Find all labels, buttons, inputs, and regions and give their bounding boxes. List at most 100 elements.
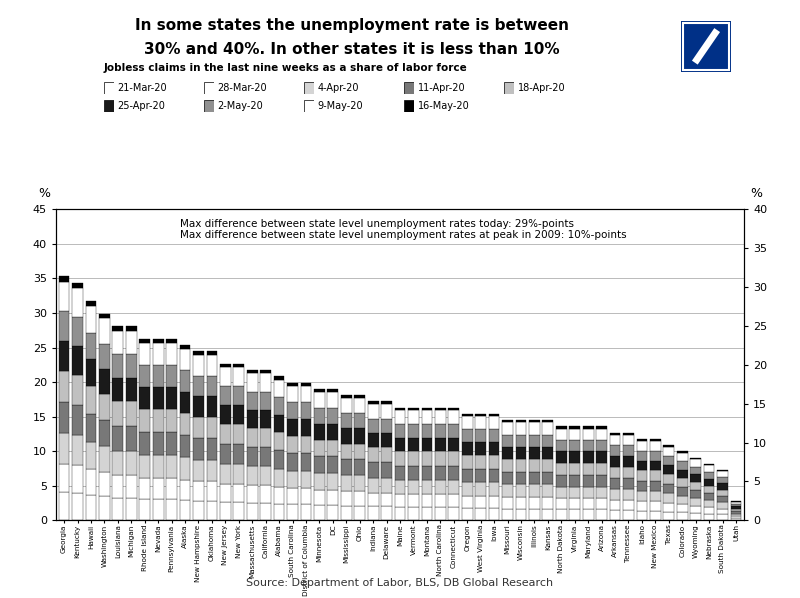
Bar [301, 419, 311, 436]
Bar [408, 465, 419, 480]
Bar [99, 343, 110, 368]
Bar [422, 507, 432, 520]
Bar [99, 368, 110, 393]
Bar [139, 455, 150, 478]
Bar [327, 456, 338, 473]
Bar [126, 401, 137, 426]
Bar [556, 451, 566, 463]
Bar [475, 496, 486, 508]
Bar [435, 408, 446, 410]
Bar [663, 447, 674, 456]
Bar [58, 463, 70, 492]
Bar [139, 478, 150, 499]
Bar [193, 396, 204, 417]
Bar [314, 456, 325, 473]
Bar [287, 419, 298, 436]
Bar [72, 346, 83, 374]
Bar [206, 417, 218, 438]
Bar [327, 392, 338, 408]
Bar [529, 447, 540, 459]
Bar [394, 410, 406, 424]
Bar [435, 451, 446, 465]
Bar [610, 433, 620, 435]
Bar [193, 501, 204, 520]
Bar [408, 408, 419, 410]
Bar [247, 486, 258, 503]
Bar [314, 424, 325, 440]
Bar [475, 416, 486, 429]
Bar [166, 432, 177, 455]
Bar [556, 487, 566, 499]
Bar [529, 422, 540, 435]
Bar [556, 509, 566, 520]
Bar [354, 398, 365, 413]
Bar [394, 507, 406, 520]
Bar [327, 490, 338, 505]
Bar [113, 401, 123, 426]
Bar [489, 414, 499, 416]
Bar [166, 409, 177, 432]
Bar [596, 499, 607, 509]
Bar [529, 435, 540, 447]
Bar [126, 475, 137, 498]
Bar [610, 500, 620, 510]
Bar [475, 469, 486, 482]
Bar [113, 475, 123, 498]
Bar [274, 487, 285, 504]
Bar [502, 422, 513, 435]
Bar [677, 451, 687, 453]
Bar [704, 507, 714, 514]
Text: 18-Apr-20: 18-Apr-20 [518, 83, 566, 93]
Bar [677, 487, 687, 496]
Bar [610, 466, 620, 478]
Bar [220, 386, 230, 405]
Bar [596, 487, 607, 499]
Bar [193, 355, 204, 376]
Bar [126, 451, 137, 475]
Bar [260, 503, 271, 520]
Bar [86, 359, 96, 386]
Bar [582, 509, 594, 520]
Bar [220, 367, 230, 386]
Bar [529, 497, 540, 509]
Bar [287, 453, 298, 471]
Bar [570, 429, 580, 440]
Bar [99, 472, 110, 496]
Bar [570, 487, 580, 499]
Bar [542, 447, 553, 459]
Text: 11-Apr-20: 11-Apr-20 [418, 83, 466, 93]
Bar [126, 331, 137, 354]
Bar [448, 507, 459, 520]
Bar [596, 429, 607, 440]
Bar [690, 482, 701, 490]
Bar [650, 511, 661, 520]
Bar [327, 408, 338, 424]
Bar [153, 478, 163, 499]
Bar [274, 432, 285, 450]
Bar [717, 471, 728, 477]
Bar [287, 383, 298, 386]
Bar [139, 365, 150, 387]
Bar [247, 374, 258, 392]
Bar [596, 475, 607, 487]
Bar [677, 512, 687, 520]
Bar [623, 478, 634, 489]
Bar [220, 464, 230, 484]
Bar [394, 494, 406, 507]
Bar [730, 518, 742, 520]
Bar [717, 490, 728, 496]
Bar [381, 419, 392, 433]
Bar [58, 341, 70, 371]
Bar [166, 339, 177, 343]
Bar [515, 422, 526, 435]
Bar [180, 349, 190, 370]
Text: Max difference between state level unemployment rates today: 29%-points
Max diff: Max difference between state level unemp… [180, 219, 626, 240]
Bar [448, 451, 459, 465]
Text: Jobless claims in the last nine weeks as a share of labor force: Jobless claims in the last nine weeks as… [104, 63, 468, 73]
Bar [234, 367, 244, 386]
Bar [435, 507, 446, 520]
Bar [314, 473, 325, 490]
Bar [368, 404, 378, 419]
Text: 25-Apr-20: 25-Apr-20 [118, 101, 166, 111]
Text: 9-May-20: 9-May-20 [318, 101, 363, 111]
